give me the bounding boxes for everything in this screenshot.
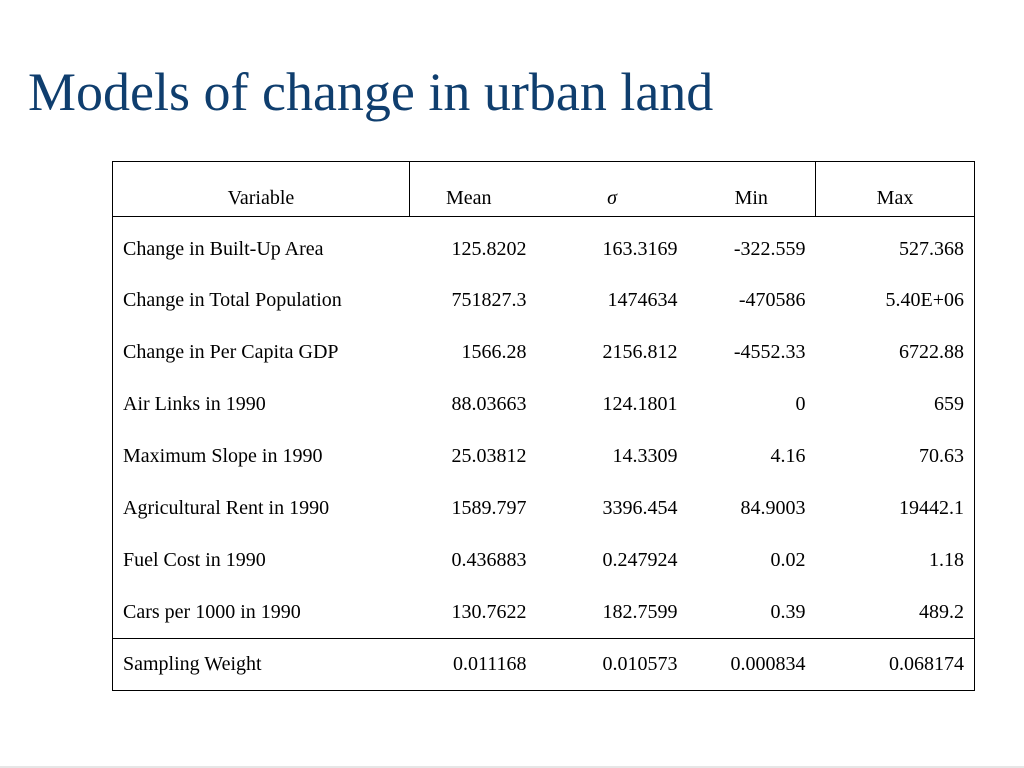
sigma-value: 0.247924 <box>602 549 678 571</box>
sigma-value: 3396.454 <box>602 497 678 519</box>
summary-statistics-table: Variable Mean σ Min Max Change in Built-… <box>112 161 975 691</box>
min-value: -322.559 <box>733 238 806 261</box>
mean-value: 1566.28 <box>461 341 527 363</box>
mean-value: 0.436883 <box>451 549 527 571</box>
min-value: 0.02 <box>770 549 806 571</box>
max-value: 489.2 <box>919 600 964 623</box>
mean-value: 125.8202 <box>451 238 527 261</box>
max-value: 0.068174 <box>815 638 975 691</box>
variable-name: Change in Built-Up Area <box>123 238 324 261</box>
max-value: 5.40E+06 <box>885 289 965 311</box>
variable-name: Fuel Cost in 1990 <box>123 549 266 571</box>
slide-title: Models of change in urban land <box>28 62 714 122</box>
sigma-value: 124.1801 <box>602 393 678 415</box>
variable-name: Air Links in 1990 <box>123 393 266 415</box>
table-row: Maximum Slope in 1990 25.03812 14.3309 4… <box>113 431 975 483</box>
table-row: Change in Built-Up Area 125.8202 163.316… <box>113 217 975 275</box>
header-max: Max <box>815 161 975 217</box>
header-variable: Variable <box>112 161 410 217</box>
table-row: Change in Per Capita GDP 1566.28 2156.81… <box>113 327 975 379</box>
mean-value: 88.03663 <box>451 393 527 415</box>
max-value: 659 <box>934 393 964 415</box>
header-mean: Mean <box>409 161 537 217</box>
mean-value: 1589.797 <box>451 497 527 519</box>
variable-name: Cars per 1000 in 1990 <box>123 600 301 623</box>
sigma-value: 182.7599 <box>602 600 678 623</box>
max-value: 527.368 <box>899 238 964 261</box>
sigma-value: 14.3309 <box>612 445 678 467</box>
min-value: -4552.33 <box>733 341 806 363</box>
mean-value: 751827.3 <box>451 289 527 311</box>
variable-name: Agricultural Rent in 1990 <box>123 497 330 519</box>
min-value: 0 <box>795 393 806 415</box>
max-value: 19442.1 <box>899 497 964 519</box>
table-row: Change in Total Population 751827.3 1474… <box>113 275 975 327</box>
sigma-value: 2156.812 <box>602 341 678 363</box>
min-value: 84.9003 <box>740 497 806 519</box>
variable-name: Maximum Slope in 1990 <box>123 445 323 467</box>
mean-value: 25.03812 <box>451 445 527 467</box>
mean-value: 0.011168 <box>409 638 537 691</box>
variable-name: Change in Per Capita GDP <box>123 341 339 363</box>
min-value: -470586 <box>738 289 806 311</box>
sigma-value: 0.010573 <box>536 638 688 691</box>
slide-bottom-divider <box>0 766 1024 768</box>
min-value: 4.16 <box>770 445 806 467</box>
header-sigma: σ <box>536 161 688 217</box>
mean-value: 130.7622 <box>451 600 527 623</box>
min-value: 0.39 <box>770 600 806 623</box>
min-value: 0.000834 <box>687 638 816 691</box>
sigma-value: 163.3169 <box>602 238 678 261</box>
table-row: Air Links in 1990 88.03663 124.1801 0 65… <box>113 379 975 431</box>
table-row-sampling-weight: Sampling Weight 0.011168 0.010573 0.0008… <box>112 638 975 691</box>
variable-name: Change in Total Population <box>123 289 342 311</box>
table-row: Agricultural Rent in 1990 1589.797 3396.… <box>113 483 975 535</box>
table-row: Fuel Cost in 1990 0.436883 0.247924 0.02… <box>113 535 975 587</box>
table-row: Cars per 1000 in 1990 130.7622 182.7599 … <box>113 587 975 639</box>
variable-name: Sampling Weight <box>112 638 410 691</box>
sigma-value: 1474634 <box>607 289 678 311</box>
max-value: 70.63 <box>919 445 964 467</box>
header-min: Min <box>687 161 816 217</box>
max-value: 6722.88 <box>899 341 964 363</box>
table-header-row: Variable Mean σ Min Max <box>112 161 975 217</box>
max-value: 1.18 <box>929 549 964 571</box>
